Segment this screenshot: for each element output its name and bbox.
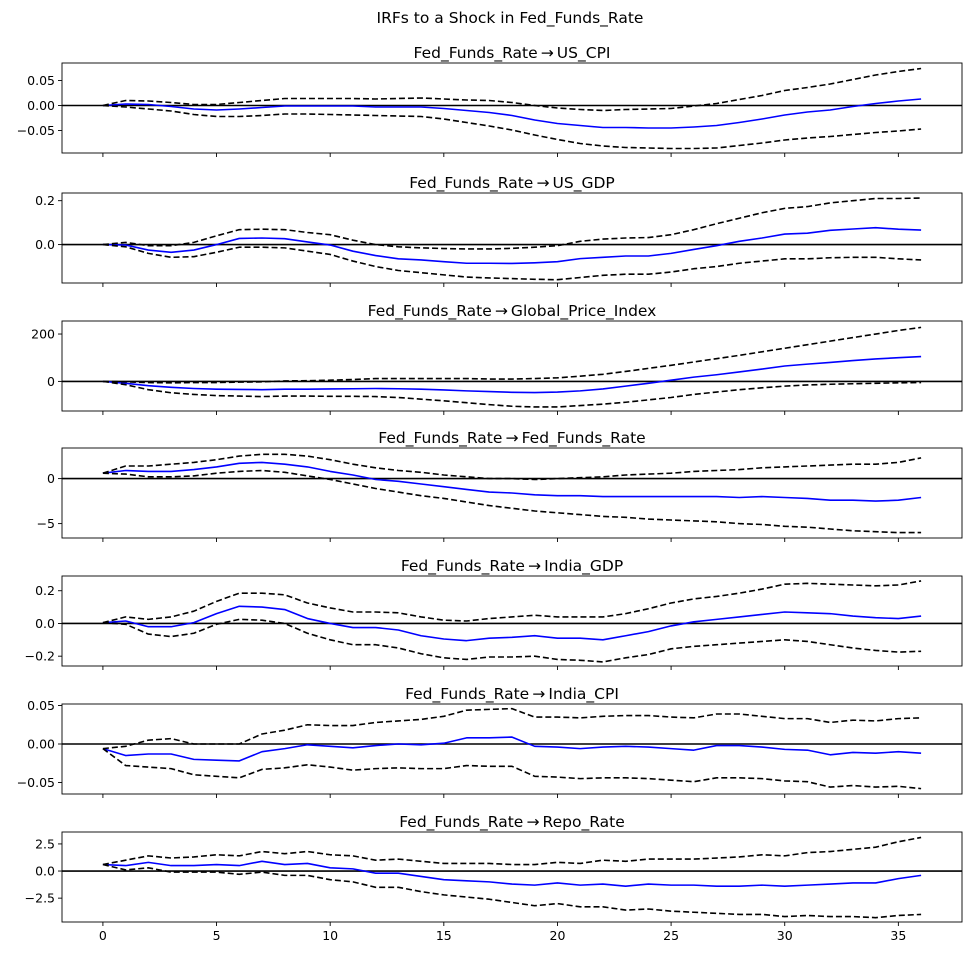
y-tick-label: 2.5: [35, 836, 55, 851]
confidence-band-lower: [102, 747, 922, 790]
panel-title: Fed_Funds_Rate → US_CPI: [414, 44, 611, 63]
y-tick-label: 0.0: [35, 237, 55, 252]
irf-line: [102, 860, 922, 888]
confidence-band-lower: [102, 618, 922, 663]
irf-line: [102, 461, 922, 502]
figure-suptitle: IRFs to a Shock in Fed_Funds_Rate: [377, 9, 644, 28]
x-tick-label: 0: [99, 928, 107, 943]
confidence-band-lower: [102, 469, 922, 534]
y-tick-label: −2.5: [25, 891, 55, 906]
x-tick-label: 30: [777, 928, 793, 943]
y-tick-label: 0.0: [35, 864, 55, 879]
irf-panel-4: Fed_Funds_Rate → Fed_Funds_Rate 0 −5: [37, 429, 963, 542]
irf-panel-7: Fed_Funds_Rate → Repo_Rate 2.5 0.0 −2.5 0 5 10…: [25, 813, 963, 943]
panel-title: Fed_Funds_Rate → Repo_Rate: [399, 813, 625, 832]
confidence-band-upper: [102, 836, 922, 866]
y-tick-label: 0: [47, 471, 55, 486]
x-tick-label: 35: [890, 928, 906, 943]
panel-title: Fed_Funds_Rate → India_CPI: [405, 685, 619, 704]
confidence-band-upper: [102, 197, 922, 250]
axes-frame: [61, 62, 963, 154]
y-tick-label: 0.0: [35, 616, 55, 631]
y-tick-label: −0.05: [17, 775, 55, 790]
confidence-band-lower: [102, 243, 922, 281]
y-tick-label: 200: [31, 327, 55, 342]
irf-line: [102, 226, 922, 265]
x-tick-label: 15: [436, 928, 452, 943]
axes-frame: [61, 575, 963, 667]
axes-frame: [61, 192, 963, 284]
confidence-band-lower: [102, 863, 922, 919]
x-tick-label: 5: [213, 928, 221, 943]
y-tick-label: 0.00: [27, 98, 55, 113]
axes-frame: [61, 703, 963, 795]
confidence-band-upper: [102, 580, 922, 624]
confidence-band-upper: [102, 67, 922, 112]
panel-title: Fed_Funds_Rate → Fed_Funds_Rate: [378, 429, 645, 448]
x-tick-label: 25: [663, 928, 679, 943]
irf-line: [102, 98, 922, 129]
confidence-band-lower: [102, 380, 922, 408]
axes-frame: [61, 447, 963, 539]
confidence-band-upper: [102, 707, 922, 750]
y-tick-label: −0.2: [25, 649, 55, 664]
axes-frame: [61, 320, 963, 412]
irf-line: [102, 605, 922, 642]
panel-title: Fed_Funds_Rate → India_GDP: [401, 557, 623, 576]
irf-line: [102, 355, 922, 394]
y-tick-label: 0.2: [35, 583, 55, 598]
panel-title: Fed_Funds_Rate → US_GDP: [409, 174, 615, 193]
y-tick-label: 0.05: [27, 698, 55, 713]
irf-panel-2: Fed_Funds_Rate → US_GDP 0.2 0.0: [35, 174, 963, 287]
irf-panels: Fed_Funds_Rate → US_CPI0.050.00−0.05Fed_…: [17, 44, 963, 943]
irf-panel-6: Fed_Funds_Rate → India_CPI 0.05 0.00 −0.05: [17, 685, 963, 798]
confidence-band-lower: [102, 104, 922, 150]
y-tick-label: −5: [37, 516, 55, 531]
x-tick-label: 10: [322, 928, 338, 943]
y-tick-label: 0.05: [27, 73, 55, 88]
x-tick-label: 20: [550, 928, 566, 943]
y-tick-label: −0.05: [17, 123, 55, 138]
confidence-band-upper: [102, 326, 922, 384]
irf-panel-3: Fed_Funds_Rate → Global_Price_Index 200 0: [31, 302, 963, 415]
y-tick-label: 0.2: [35, 193, 55, 208]
confidence-band-upper: [102, 453, 922, 481]
y-tick-label: 0.00: [27, 737, 55, 752]
irf-panel-5: Fed_Funds_Rate → India_GDP 0.2 0.0 −0.2: [25, 557, 963, 670]
irf-line: [102, 736, 922, 762]
y-tick-label: 0: [47, 374, 55, 389]
irf-panel-1: Fed_Funds_Rate → US_CPI 0.05 0.00 −0.05: [17, 44, 963, 157]
panel-title: Fed_Funds_Rate → Global_Price_Index: [368, 302, 657, 321]
axes-frame: [61, 831, 963, 923]
